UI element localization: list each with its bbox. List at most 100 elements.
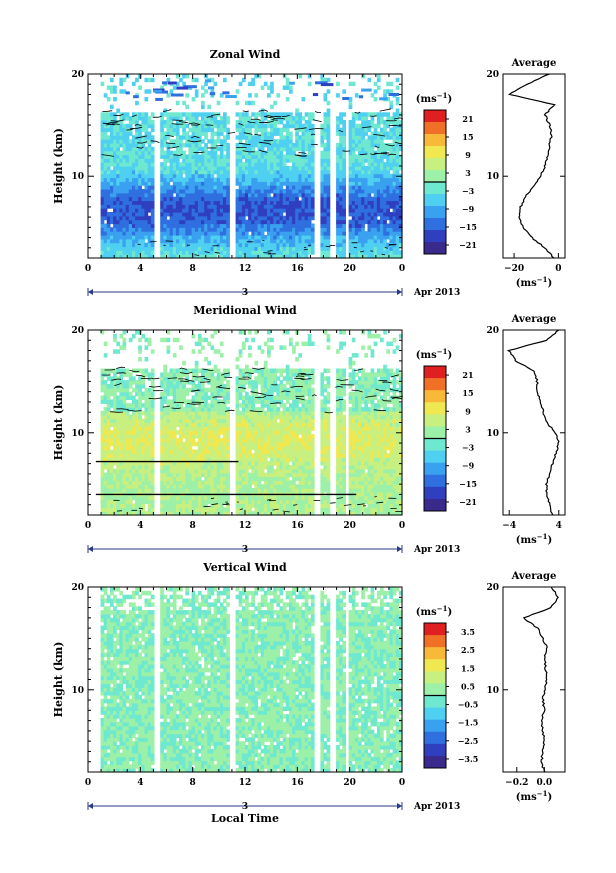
heatmap-cell (270, 212, 274, 217)
heatmap-cell (336, 181, 340, 186)
heatmap-cell (147, 453, 152, 458)
heatmap-cell (380, 215, 384, 221)
heatmap-cell (163, 407, 168, 412)
heatmap-cell (367, 154, 372, 159)
heatmap-cell (197, 254, 202, 259)
heatmap-cell (263, 166, 268, 171)
heatmap-cell (351, 242, 356, 248)
heatmap-cell (147, 204, 152, 209)
heatmap-cell (320, 223, 325, 228)
heatmap-cell (257, 238, 262, 244)
heatmap-cell (103, 177, 108, 182)
heatmap-cell (119, 127, 124, 133)
heatmap-cell (194, 426, 199, 431)
heatmap-cell (122, 127, 127, 133)
heatmap-cell (336, 143, 340, 148)
heatmap-cell (207, 488, 211, 493)
heatmap-cell (204, 464, 208, 470)
heatmap-cell (361, 162, 365, 167)
heatmap-cell (207, 407, 211, 412)
heatmap-cell (172, 223, 177, 228)
heatmap-cell (285, 235, 290, 240)
heatmap-cell (282, 173, 287, 179)
heatmap-cell (398, 166, 403, 171)
heatmap-cell (336, 93, 340, 98)
heatmap-cell (216, 223, 221, 228)
heatmap-cell (276, 196, 281, 202)
heatmap-cell (323, 150, 328, 156)
heatmap-cell (210, 192, 215, 198)
heatmap-cell (128, 173, 133, 179)
heatmap-cell (179, 200, 183, 205)
heatmap-cell (201, 453, 205, 458)
heatmap-cell (210, 235, 215, 240)
heatmap-cell (163, 476, 168, 481)
heatmap-cell (223, 196, 227, 202)
heatmap-cell (172, 380, 177, 385)
heatmap-cell (100, 480, 105, 485)
heatmap-cell (301, 215, 306, 221)
heatmap-cell (295, 166, 299, 171)
heatmap-cell (219, 449, 224, 454)
heatmap-cell (128, 166, 133, 171)
heatmap-cell (169, 507, 174, 512)
heatmap-cell (147, 227, 152, 232)
heatmap-cell (367, 139, 372, 144)
heatmap-cell (210, 158, 215, 163)
heatmap-cell (342, 146, 346, 152)
heatmap-cell (128, 430, 133, 435)
heatmap-cell (110, 495, 114, 501)
heatmap-cell (336, 189, 340, 194)
heatmap-cell (132, 414, 136, 420)
heatmap-cell (373, 97, 378, 102)
heatmap-cell (298, 135, 303, 140)
heatmap-cell (358, 223, 362, 228)
heatmap-cell (100, 488, 105, 493)
heatmap-cell (125, 227, 130, 232)
heatmap-cell (197, 246, 202, 251)
heatmap-cell (182, 219, 186, 225)
heatmap-cell (254, 250, 259, 255)
heatmap-cell (326, 89, 331, 94)
heatmap-cell (219, 154, 224, 159)
heatmap-cell (270, 169, 274, 175)
heatmap-cell (310, 192, 315, 198)
heatmap-cell (169, 449, 174, 454)
heatmap-cell (122, 215, 127, 221)
heatmap-cell (119, 391, 124, 397)
heatmap-cell (169, 246, 174, 251)
heatmap-cell (323, 127, 328, 133)
heatmap-cell (166, 192, 171, 198)
heatmap-cell (103, 457, 108, 462)
heatmap-cell (194, 430, 199, 435)
heatmap-cell (270, 127, 274, 133)
heatmap-cell (263, 185, 268, 190)
heatmap-cell (204, 441, 208, 447)
heatmap-cell (119, 215, 124, 221)
heatmap-cell (358, 95, 364, 99)
heatmap-cell (110, 391, 114, 397)
heatmap-cell (216, 250, 221, 255)
heatmap-cell (113, 146, 117, 152)
heatmap-cell (188, 158, 193, 163)
heatmap-cell (235, 196, 240, 202)
heatmap-cell (235, 169, 240, 175)
heatmap-cell (147, 177, 152, 182)
heatmap-cell (194, 131, 199, 136)
heatmap-cell (238, 204, 243, 209)
heatmap-cell (135, 445, 139, 451)
heatmap-cell (119, 196, 124, 202)
heatmap-cell (251, 235, 255, 240)
heatmap-cell (169, 158, 174, 163)
heatmap-cell (386, 242, 390, 248)
heatmap-cell (241, 143, 246, 148)
heatmap-cell (270, 85, 274, 90)
heatmap-cell (204, 123, 208, 129)
heatmap-cell (307, 235, 312, 240)
heatmap-cell (113, 472, 117, 478)
heatmap-cell (354, 212, 359, 217)
heatmap-cell (160, 192, 164, 198)
heatmap-cell (122, 441, 127, 447)
heatmap-cell (248, 146, 252, 152)
heatmap-cell (191, 162, 196, 167)
